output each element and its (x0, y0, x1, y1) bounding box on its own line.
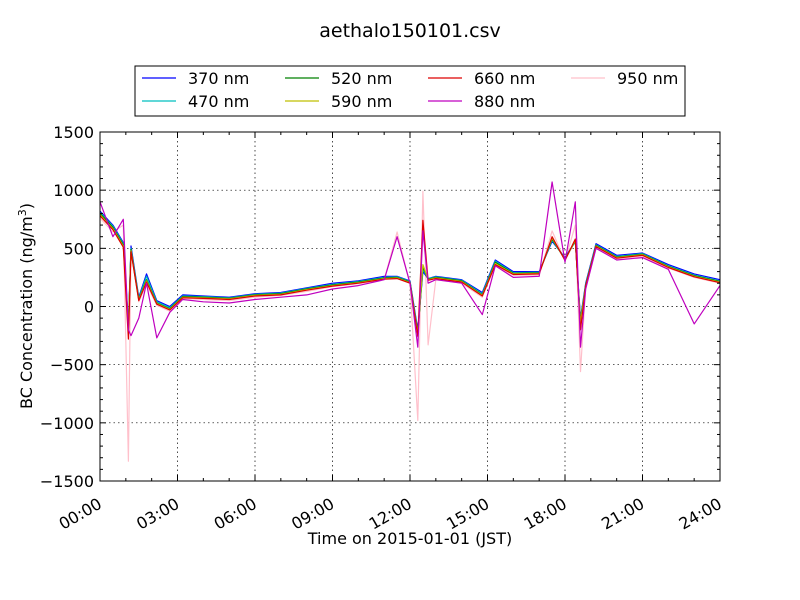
y-axis-label-main: BC Concentration (ng/m (17, 216, 36, 409)
series-lines (99, 181, 721, 462)
y-tick-label: −1000 (40, 414, 94, 433)
legend-label: 520 nm (331, 69, 392, 88)
series-line-950-nm (99, 190, 721, 462)
legend-box (134, 65, 686, 117)
legend: 370 nm 470 nm 520 nm 590 nm 660 nm 880 nm 950 … (134, 65, 686, 117)
legend-label: 950 nm (617, 69, 678, 88)
y-axis-label: BC Concentration (ng/m3) (16, 203, 36, 409)
legend-label: 590 nm (331, 92, 392, 111)
y-tick-label: −500 (50, 356, 94, 375)
y-tick-label: 500 (63, 239, 94, 258)
legend-label: 880 nm (474, 92, 535, 111)
chart-title: aethalo150101.csv (319, 20, 501, 42)
series-line-660-nm (99, 215, 721, 340)
y-tick-label: 1500 (53, 123, 94, 142)
x-axis-label: Time on 2015-01-01 (JST) (307, 529, 512, 548)
series-line-880-nm (99, 181, 721, 348)
y-tick-label: 0 (84, 298, 94, 317)
legend-label: 370 nm (188, 69, 249, 88)
y-axis-label-close: ) (17, 203, 36, 209)
axis-ticks (99, 131, 721, 482)
legend-label: 470 nm (188, 92, 249, 111)
y-tick-label: 1000 (53, 181, 94, 200)
y-tick-label: −1500 (40, 472, 94, 491)
legend-label: 660 nm (474, 69, 535, 88)
y-axis-label-superscript: 3 (16, 209, 29, 216)
